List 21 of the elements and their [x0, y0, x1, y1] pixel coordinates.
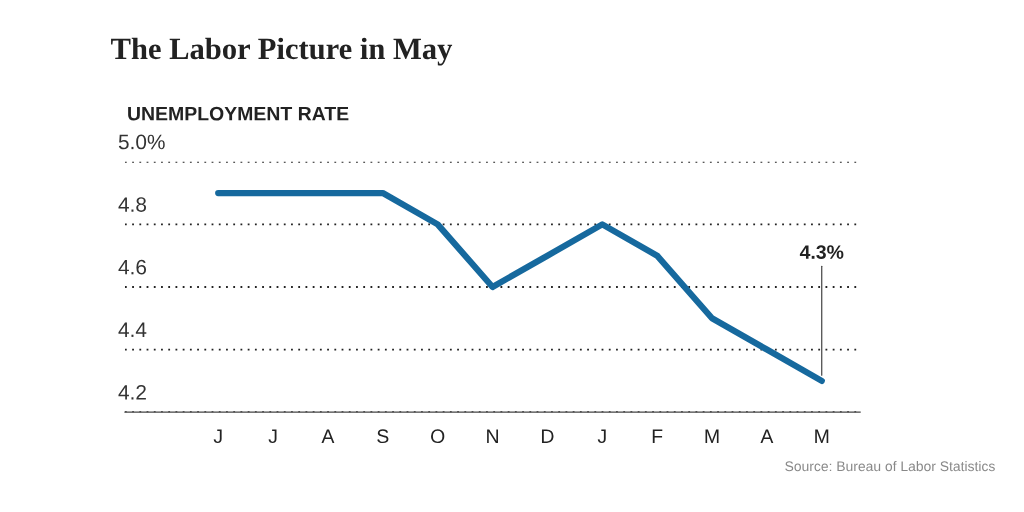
y-tick-label: 5.0%: [118, 134, 165, 150]
y-tick-label: 4.4: [118, 322, 147, 337]
y-tick-label: 4.8: [118, 197, 147, 212]
x-tick-label: J: [268, 429, 277, 444]
chart-title: The Labor Picture in May: [111, 37, 453, 66]
x-tick-label: M: [705, 429, 719, 443]
y-tick-label: 4.2: [118, 384, 146, 400]
x-tick-label: D: [541, 429, 554, 443]
source-note: Source: Bureau of Labor Statistics: [785, 460, 995, 472]
x-tick-label: F: [652, 429, 663, 443]
x-tick-label: O: [431, 429, 445, 444]
x-tick-label: J: [597, 429, 606, 444]
x-tick-label: M: [815, 429, 829, 443]
data-label: 4.3%: [799, 245, 844, 259]
x-tick-label: N: [487, 429, 498, 443]
x-tick-label: A: [760, 429, 774, 443]
x-tick-label: A: [321, 429, 335, 443]
x-tick-label: J: [213, 429, 222, 444]
y-tick-label: 4.6: [118, 259, 147, 275]
y-axis-title: UNEMPLOYMENT RATE: [128, 106, 349, 121]
x-tick-label: S: [377, 429, 389, 444]
